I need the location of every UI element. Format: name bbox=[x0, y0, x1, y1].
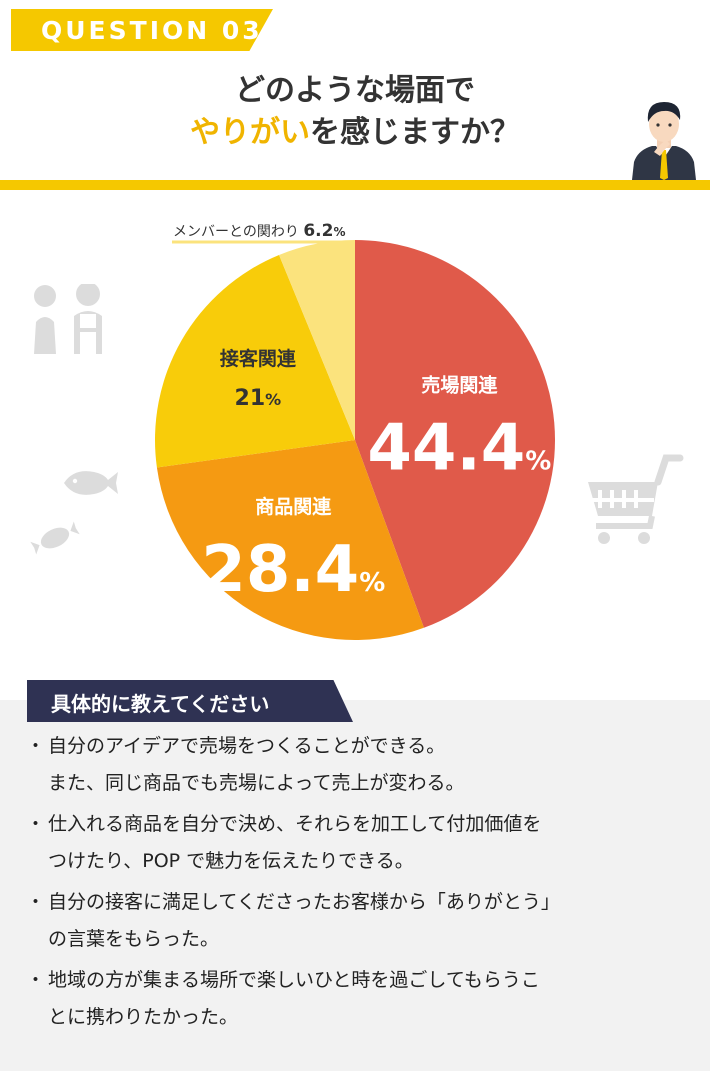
people-icon bbox=[34, 284, 102, 354]
question-tag: QUESTION 03 bbox=[11, 9, 273, 51]
page-title: どのような場面で やりがいを感じますか？ bbox=[0, 70, 710, 154]
list-item-line: つけたり、POP で魅力を伝えたりできる。 bbox=[48, 850, 414, 872]
title-line-1: どのような場面で bbox=[235, 73, 475, 108]
details-heading-tag: 具体的に教えてください bbox=[27, 680, 353, 722]
header-underline bbox=[0, 180, 710, 190]
list-item-line: とに携わりたかった。 bbox=[48, 1006, 239, 1028]
list-item-line: 地域の方が集まる場所で楽しいひと時を過ごしてもらうこ bbox=[48, 969, 540, 991]
pie-slice bbox=[355, 240, 555, 628]
pie-slice bbox=[155, 254, 355, 468]
list-item-line: 自分の接客に満足してくださったお客様から「ありがとう」 bbox=[48, 891, 560, 913]
pie-chart: 売場関連 44.4% 商品関連 28.4% 接客関連 21% メンバーとの関わり 6.2% bbox=[155, 221, 555, 640]
slice-callout-label: メンバーとの関わり 6.2% bbox=[173, 221, 345, 241]
slice-name-label: 売場関連 bbox=[421, 373, 498, 396]
slice-name-label: 接客関連 bbox=[220, 347, 297, 370]
header: QUESTION 03 どのような場面で やりがいを感じますか？ bbox=[0, 0, 710, 190]
list-item-line: また、同じ商品でも売場によって売上が変わる。 bbox=[48, 772, 465, 794]
question-tag-label: QUESTION 03 bbox=[41, 16, 263, 45]
list-item-line: 自分のアイデアで売場をつくることができる。 bbox=[48, 735, 446, 757]
shopping-cart-icon bbox=[588, 454, 684, 544]
slice-value-label: 21% bbox=[235, 386, 282, 411]
details-list: ・自分のアイデアで売場をつくることができる。 また、同じ商品でも売場によって売上… bbox=[26, 728, 696, 1040]
details-section: 具体的に教えてください ・自分のアイデアで売場をつくることができる。 また、同じ… bbox=[0, 680, 710, 1071]
list-item: ・地域の方が集まる場所で楽しいひと時を過ごしてもらうこ とに携わりたかった。 bbox=[26, 962, 696, 1036]
title-line-2: やりがいを感じますか？ bbox=[0, 112, 710, 154]
title-accent: やりがい bbox=[190, 115, 310, 150]
fish-icon bbox=[64, 471, 118, 495]
list-item-line: 仕入れる商品を自分で決め、それらを加工して付加価値を bbox=[48, 813, 542, 835]
businessman-icon bbox=[632, 102, 696, 180]
list-item: ・仕入れる商品を自分で決め、それらを加工して付加価値を つけたり、POP で魅力… bbox=[26, 806, 696, 880]
title-rest: を感じますか？ bbox=[310, 115, 520, 150]
slice-callout-line bbox=[172, 240, 342, 248]
list-item-line: の言葉をもらった。 bbox=[48, 928, 220, 950]
slice-name-label: 商品関連 bbox=[255, 495, 332, 518]
list-item: ・自分のアイデアで売場をつくることができる。 また、同じ商品でも売場によって売上… bbox=[26, 728, 696, 802]
pie-slice bbox=[156, 440, 424, 640]
pie-slice bbox=[279, 240, 355, 440]
details-heading: 具体的に教えてください bbox=[51, 692, 270, 716]
chart-area: 売場関連 44.4% 商品関連 28.4% 接客関連 21% メンバーとの関わり 6.2% bbox=[0, 190, 710, 680]
list-item: ・自分の接客に満足してくださったお客様から「ありがとう」 の言葉をもらった。 bbox=[26, 884, 696, 958]
slice-value-label: 44.4% bbox=[367, 411, 551, 485]
candy-icon bbox=[30, 521, 80, 555]
slice-value-label: 28.4% bbox=[201, 533, 385, 607]
